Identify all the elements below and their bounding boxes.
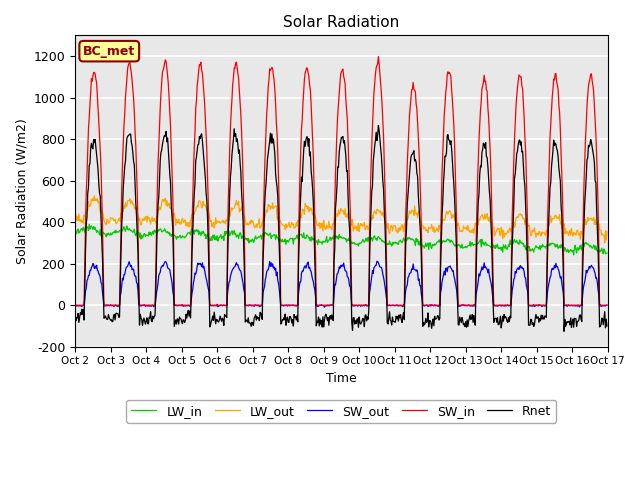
Line: SW_in: SW_in [75,57,607,305]
Legend: LW_in, LW_out, SW_out, SW_in, Rnet: LW_in, LW_out, SW_out, SW_in, Rnet [127,400,556,423]
LW_in [136,230,144,236]
SW_in [71,302,79,308]
Rnet [406,162,414,168]
SW_in [81,264,88,270]
SW_out [136,303,143,309]
SW_in [406,104,414,110]
SW_in [136,302,143,308]
LW_out [190,212,198,217]
Rnet [189,209,197,215]
Rnet [71,316,79,322]
LW_out [422,228,429,234]
LW_out [71,218,79,224]
Line: SW_out: SW_out [75,261,607,307]
Line: LW_in: LW_in [75,224,607,255]
SW_out [373,258,381,264]
Line: Rnet: Rnet [75,125,607,331]
LW_in [422,240,429,246]
LW_out [81,214,88,219]
SW_out [603,302,611,308]
LW_in [603,250,611,256]
LW_in [71,230,79,236]
SW_out [71,303,79,309]
LW_out [90,193,98,199]
LW_in [406,236,414,241]
Rnet [218,318,225,324]
LW_out [406,210,414,216]
SW_in [603,302,611,308]
Rnet [422,315,429,321]
LW_out [601,240,609,246]
LW_in [81,229,88,235]
Rnet [603,323,611,329]
SW_out [189,279,197,285]
SW_out [422,302,430,308]
Rnet [136,322,143,328]
X-axis label: Time: Time [326,372,356,385]
LW_in [190,231,198,237]
SW_in [218,302,225,308]
Y-axis label: Solar Radiation (W/m2): Solar Radiation (W/m2) [15,118,28,264]
LW_out [136,220,144,226]
Rnet [560,328,568,334]
Rnet [81,286,88,291]
SW_in [374,54,382,60]
SW_out [407,270,415,276]
SW_out [321,304,328,310]
LW_out [603,228,611,234]
LW_in [218,234,226,240]
Title: Solar Radiation: Solar Radiation [284,15,399,30]
SW_out [81,297,88,302]
SW_in [189,168,197,174]
LW_out [218,219,226,225]
SW_out [218,302,225,308]
Rnet [374,122,382,128]
Line: LW_out: LW_out [75,196,607,243]
LW_in [85,221,93,227]
LW_in [570,252,577,258]
Text: BC_met: BC_met [83,45,136,58]
SW_in [422,302,429,308]
